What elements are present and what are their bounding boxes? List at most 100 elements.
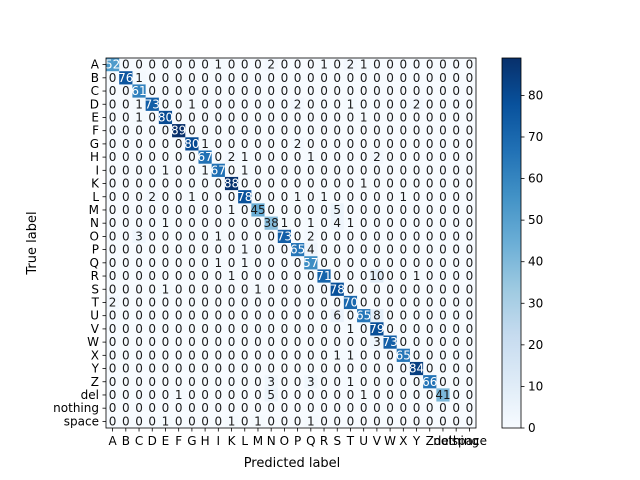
cell-value-U-F: 0	[175, 309, 183, 323]
cell-value-T-C: 0	[135, 295, 143, 309]
x-tick-label-T: T	[346, 434, 355, 448]
cell-value-M-L: 0	[241, 203, 249, 217]
cell-value-A-B: 0	[122, 58, 130, 72]
cell-value-T-W: 0	[386, 295, 394, 309]
cell-value-L-T: 0	[347, 190, 355, 204]
cell-Z-del	[436, 375, 450, 389]
cell-B-I	[211, 71, 226, 85]
cell-del-Q	[304, 388, 318, 402]
cell-O-del	[436, 229, 450, 244]
cell-H-V	[370, 150, 384, 165]
cell-value-D-Y: 2	[413, 97, 421, 111]
cell-V-B	[119, 322, 133, 336]
cell-value-R-S: 0	[333, 269, 341, 283]
cell-value-P-F: 0	[175, 243, 183, 257]
cell-value-A-Z: 0	[426, 58, 434, 72]
cell-value-I-del: 0	[439, 163, 447, 177]
cell-G-E	[158, 137, 173, 151]
cell-H-Q	[304, 150, 318, 165]
cell-value-F-P: 0	[294, 124, 302, 138]
cell-U-Y	[409, 309, 424, 323]
cell-value-T-del: 0	[439, 295, 447, 309]
cell-value-Y-W: 0	[386, 362, 394, 376]
cell-value-T-P: 0	[294, 295, 302, 309]
y-tick-label-space: space	[64, 414, 99, 428]
cell-value-K-E: 0	[162, 177, 170, 191]
cell-Y-V	[370, 361, 384, 376]
cell-value-D-W: 0	[386, 97, 394, 111]
cell-I-Q	[304, 163, 318, 178]
cell-value-U-D: 0	[148, 309, 156, 323]
cell-value-Z-Y: 0	[413, 375, 421, 389]
cell-space-A	[106, 414, 120, 429]
cell-value-B-B: 76	[118, 71, 133, 85]
cell-M-L	[238, 203, 252, 217]
cell-P-Z	[423, 243, 437, 257]
cell-value-F-K: 0	[228, 124, 236, 138]
cell-value-S-K: 0	[228, 282, 236, 296]
cell-value-D-A: 0	[109, 97, 117, 111]
cell-value-E-V: 0	[373, 110, 381, 124]
cell-value-U-space: 0	[466, 309, 474, 323]
cell-del-K	[224, 388, 239, 402]
cell-value-Q-V: 0	[373, 256, 381, 270]
cell-Y-M	[251, 361, 265, 376]
cell-value-Q-K: 0	[228, 256, 236, 270]
cell-K-L	[238, 176, 252, 191]
cell-T-P	[291, 295, 305, 310]
cell-Q-P	[291, 256, 305, 270]
cell-L-B	[119, 190, 133, 204]
cell-value-C-D: 0	[148, 84, 156, 98]
cell-value-N-Y: 0	[413, 216, 421, 230]
cell-H-O	[277, 150, 292, 165]
cell-nothing-U	[357, 401, 371, 416]
cell-D-P	[291, 97, 305, 112]
cell-value-F-M: 0	[254, 124, 262, 138]
cell-value-S-Z: 0	[426, 282, 434, 296]
cell-H-W	[383, 150, 398, 165]
cell-value-W-D: 0	[148, 335, 156, 349]
cell-value-W-V: 3	[373, 335, 381, 349]
cell-value-del-N: 5	[267, 388, 275, 402]
cell-C-H	[198, 84, 213, 98]
cell-N-U	[357, 216, 371, 231]
cell-value-Q-W: 0	[386, 256, 394, 270]
cell-A-G	[185, 58, 199, 72]
cell-value-R-nothing: 0	[452, 269, 460, 283]
cell-P-B	[119, 243, 133, 257]
cell-value-D-V: 0	[373, 97, 381, 111]
cell-N-G	[185, 216, 199, 231]
cell-value-Y-P: 0	[294, 362, 302, 376]
cell-value-del-Q: 0	[307, 388, 315, 402]
cell-I-N	[264, 163, 279, 178]
cell-value-W-H: 0	[201, 335, 209, 349]
cell-value-Y-Q: 0	[307, 362, 315, 376]
cell-value-M-C: 0	[135, 203, 143, 217]
cell-value-B-G: 0	[188, 71, 196, 85]
cell-value-space-W: 0	[386, 414, 394, 428]
cell-E-K	[224, 110, 239, 125]
cell-value-W-B: 0	[122, 335, 130, 349]
cell-value-C-V: 0	[373, 84, 381, 98]
cell-S-Q	[304, 282, 318, 297]
cell-value-V-P: 0	[294, 322, 302, 336]
cell-C-E	[158, 84, 173, 98]
cell-value-K-G: 0	[188, 177, 196, 191]
cell-value-V-nothing: 0	[452, 322, 460, 336]
cell-value-space-N: 0	[267, 414, 275, 428]
cell-value-nothing-V: 0	[373, 401, 381, 415]
cell-value-del-L: 0	[241, 388, 249, 402]
cell-value-X-O: 0	[281, 348, 289, 362]
cell-A-space	[462, 58, 477, 72]
cell-value-V-N: 0	[267, 322, 275, 336]
cell-C-F	[172, 84, 186, 98]
cell-N-Y	[409, 216, 424, 231]
x-tick-label-F: F	[175, 434, 182, 448]
cell-C-N	[264, 84, 279, 98]
cell-K-A	[106, 176, 120, 191]
cell-Q-N	[264, 256, 279, 270]
cell-value-L-A: 0	[109, 190, 117, 204]
cell-K-I	[211, 176, 226, 191]
cell-value-X-S: 1	[333, 348, 341, 362]
cell-O-Y	[409, 229, 424, 244]
